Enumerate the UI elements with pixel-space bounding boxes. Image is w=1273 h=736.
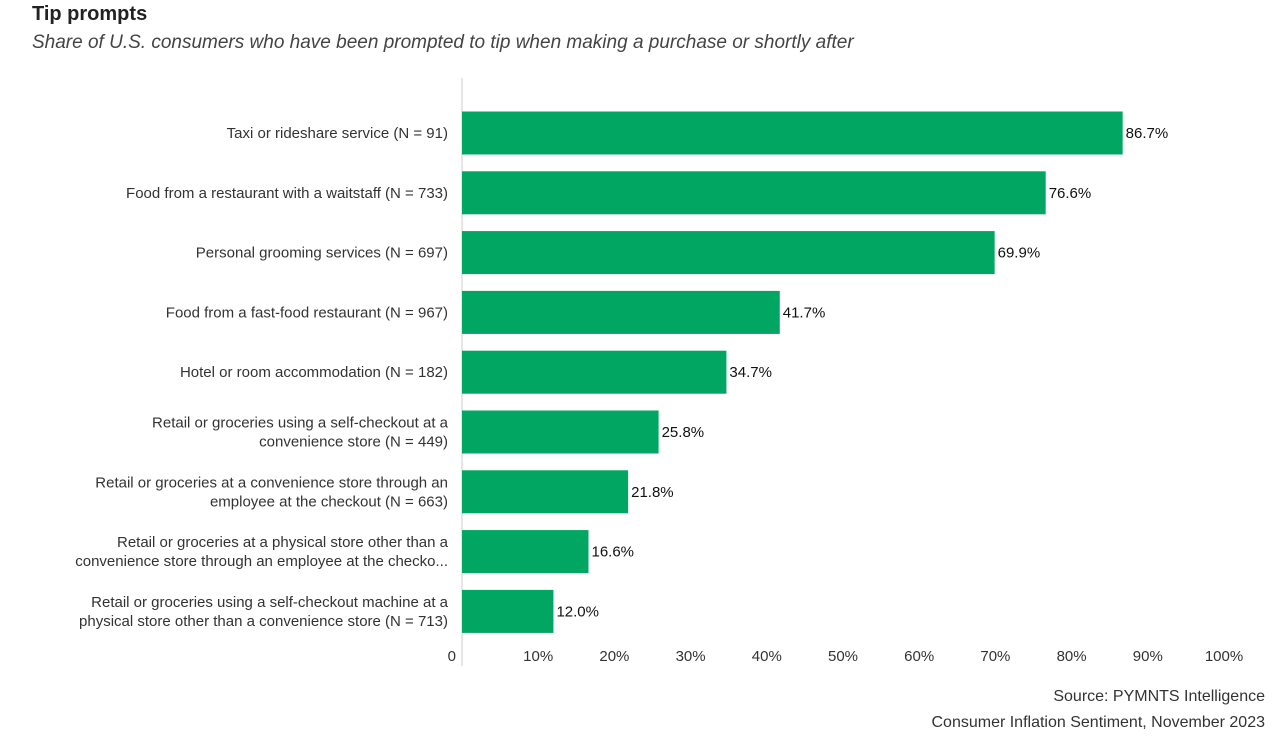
data-label-8: 16.6% bbox=[591, 544, 634, 561]
chart-title: Tip prompts bbox=[32, 3, 148, 25]
category-label-8-line-2: convenience store through an employee at… bbox=[75, 553, 448, 570]
category-label-9-line-2: physical store other than a convenience … bbox=[79, 613, 448, 630]
data-label-2: 76.6% bbox=[1049, 185, 1092, 202]
source-note: Source: PYMNTS Intelligence Consumer Inf… bbox=[931, 684, 1265, 736]
data-label-5: 34.7% bbox=[729, 364, 772, 381]
x-tick-label-60: 60% bbox=[904, 648, 934, 665]
data-label-7: 21.8% bbox=[631, 484, 674, 501]
x-tick-label-30: 30% bbox=[676, 648, 706, 665]
x-tick-label-20: 20% bbox=[599, 648, 629, 665]
data-label-4: 41.7% bbox=[783, 304, 826, 321]
category-label-7-line-2: employee at the checkout (N = 663) bbox=[210, 493, 448, 510]
data-label-6: 25.8% bbox=[662, 424, 705, 441]
bar-8 bbox=[462, 530, 589, 574]
bar-1 bbox=[462, 111, 1123, 155]
bar-5 bbox=[462, 350, 727, 394]
data-label-3: 69.9% bbox=[998, 245, 1041, 262]
x-tick-label-50: 50% bbox=[828, 648, 858, 665]
x-tick-label-90: 90% bbox=[1133, 648, 1163, 665]
x-tick-label-40: 40% bbox=[752, 648, 782, 665]
data-label-9: 12.0% bbox=[556, 603, 599, 620]
bar-3 bbox=[462, 231, 995, 275]
chart-subtitle: Share of U.S. consumers who have been pr… bbox=[32, 32, 854, 53]
x-tick-label-10: 10% bbox=[523, 648, 553, 665]
bar-9 bbox=[462, 589, 554, 633]
bar-6 bbox=[462, 410, 659, 454]
category-label-8-line-1: Retail or groceries at a physical store … bbox=[117, 534, 449, 551]
source-line-2: Consumer Inflation Sentiment, November 2… bbox=[931, 714, 1265, 731]
category-label-9-line-1: Retail or groceries using a self-checkou… bbox=[91, 594, 449, 611]
bar-4 bbox=[462, 290, 780, 334]
x-tick-label-70: 70% bbox=[980, 648, 1010, 665]
category-label-6-line-1: Retail or groceries using a self-checkou… bbox=[152, 415, 449, 432]
category-label-2: Food from a restaurant with a waitstaff … bbox=[126, 185, 448, 202]
category-label-3: Personal grooming services (N = 697) bbox=[196, 245, 448, 262]
x-tick-label-80: 80% bbox=[1057, 648, 1087, 665]
category-label-4: Food from a fast-food restaurant (N = 96… bbox=[166, 304, 448, 321]
x-tick-label-0: 0 bbox=[448, 648, 456, 665]
category-label-5: Hotel or room accommodation (N = 182) bbox=[180, 364, 448, 381]
x-tick-label-100: 100% bbox=[1205, 648, 1243, 665]
data-label-1: 86.7% bbox=[1126, 125, 1169, 142]
category-label-6-line-2: convenience store (N = 449) bbox=[259, 434, 448, 451]
source-line-1: Source: PYMNTS Intelligence bbox=[1053, 688, 1265, 705]
category-label-1: Taxi or rideshare service (N = 91) bbox=[227, 125, 448, 142]
bar-2 bbox=[462, 171, 1046, 215]
bar-chart: 86.7% Taxi or rideshare service (N = 91) 7… bbox=[75, 78, 1243, 666]
category-label-7-line-1: Retail or groceries at a convenience sto… bbox=[95, 474, 448, 491]
bar-7 bbox=[462, 470, 629, 514]
